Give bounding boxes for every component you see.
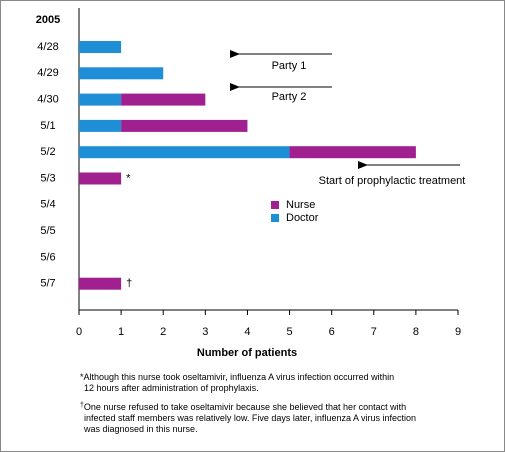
footnote-symbol: † [80, 402, 84, 409]
bar [79, 172, 122, 185]
x-tick-label: 7 [371, 326, 377, 338]
x-tick-label: 3 [202, 326, 208, 338]
footnote-text: was diagnosed in this nurse. [83, 424, 198, 434]
legend-swatch [271, 201, 279, 209]
bar [79, 119, 122, 132]
y-tick-label: 5/4 [40, 199, 55, 211]
bar [79, 67, 164, 80]
legend-swatch [271, 214, 279, 222]
footnote-text: One nurse refused to take oseltamivir be… [84, 402, 406, 412]
y-tick-label: 5/7 [40, 278, 55, 290]
bar [79, 41, 122, 53]
y-tick-label: 4/28 [37, 41, 58, 53]
x-tick-label: 9 [455, 326, 461, 338]
bar [79, 277, 122, 290]
y-tick-label: 5/2 [40, 146, 55, 158]
y-tick-label: 5/6 [40, 251, 55, 263]
annotation: Party 1 [272, 60, 307, 72]
y-tick-label: 5/3 [40, 172, 55, 184]
y-tick-label: 5/1 [40, 120, 55, 132]
footnote-text: Although this nurse took oseltamivir, in… [84, 372, 395, 382]
x-tick-label: 4 [244, 326, 250, 338]
footnote: was diagnosed in this nurse. [83, 424, 198, 434]
legend-label: Nurse [286, 199, 315, 211]
y-tick-label: 4/30 [37, 94, 58, 106]
bar [289, 146, 416, 159]
x-tick-label: 2 [160, 326, 166, 338]
legend-label: Doctor [286, 212, 319, 224]
y-tick-label: 4/29 [37, 67, 58, 79]
footnote: *Although this nurse took oseltamivir, i… [80, 372, 394, 382]
x-axis-title: Number of patients [197, 347, 297, 359]
year-label: 2005 [36, 14, 60, 26]
x-tick-label: 5 [286, 326, 292, 338]
bar-marker: † [126, 278, 132, 290]
bar [121, 93, 206, 106]
y-tick-label: 5/5 [40, 225, 55, 237]
footnote-text: 12 hours after administration of prophyl… [84, 383, 259, 393]
x-tick-label: 0 [76, 326, 82, 338]
x-tick-label: 6 [329, 326, 335, 338]
footnote: †One nurse refused to take oseltamivir b… [80, 402, 406, 413]
footnote-symbol: * [80, 372, 84, 382]
footnote: 12 hours after administration of prophyl… [84, 383, 259, 393]
annotation: Start of prophylactic treatment [319, 175, 466, 187]
footnote-text: infected staff members was relatively lo… [84, 413, 416, 423]
bar [79, 146, 290, 159]
bar [79, 93, 122, 106]
bar [121, 119, 248, 132]
bar-marker: * [126, 172, 131, 184]
annotation: Party 2 [272, 91, 307, 103]
x-tick-label: 8 [413, 326, 419, 338]
footnote: infected staff members was relatively lo… [84, 413, 416, 423]
x-tick-label: 1 [118, 326, 124, 338]
